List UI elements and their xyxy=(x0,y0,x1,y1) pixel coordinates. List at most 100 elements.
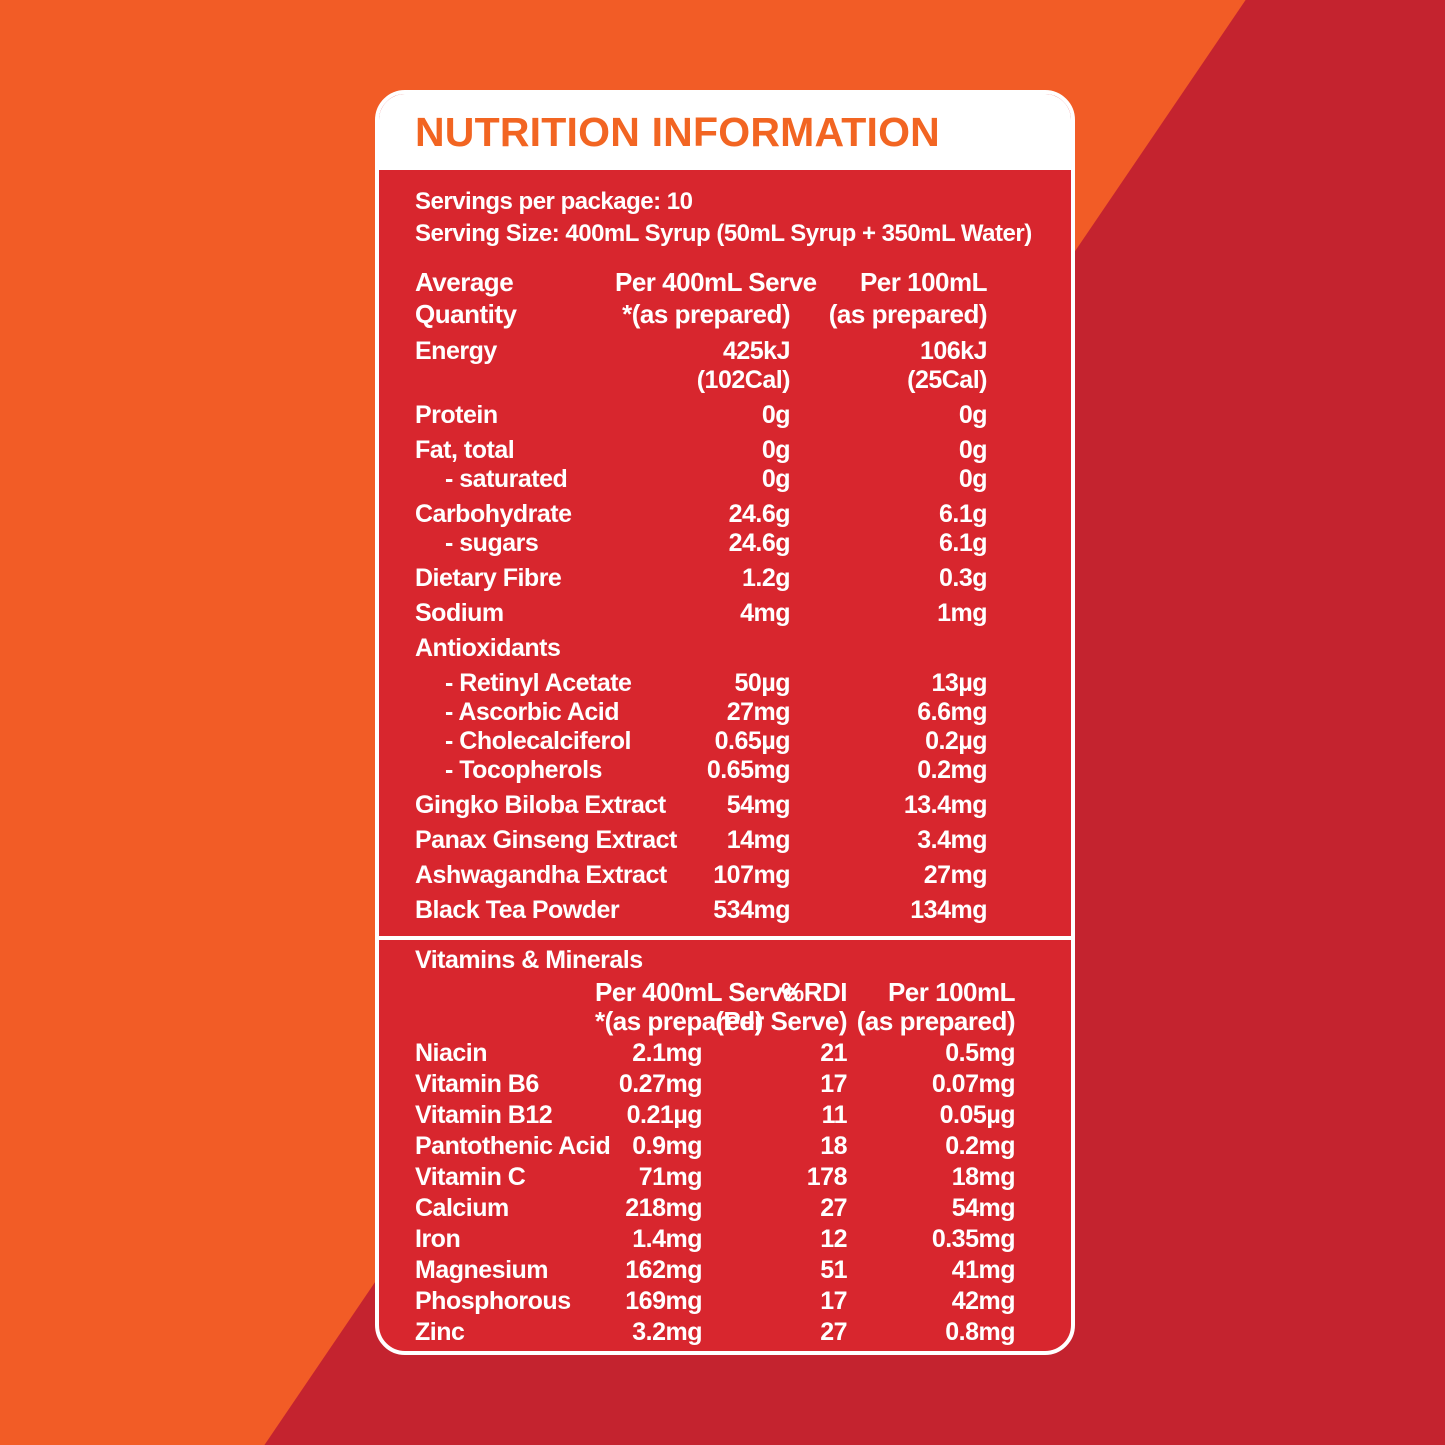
per-100ml-value: 27mg xyxy=(923,861,988,889)
per-serve-value: 2.1mg xyxy=(632,1039,702,1067)
per-100ml-value: 0.5mg xyxy=(945,1039,1015,1067)
per-100ml-value: 13.4mg xyxy=(903,791,988,819)
per-100ml-value: 54mg xyxy=(951,1194,1016,1222)
nutrition-panel: NUTRITION INFORMATION Servings per packa… xyxy=(375,90,1075,1355)
per-serve-value: 3.2mg xyxy=(632,1318,702,1346)
vitamin-label: Iron xyxy=(415,1225,461,1253)
vitamin-label: Pantothenic Acid xyxy=(415,1132,611,1160)
nutrient-label: Black Tea Powder xyxy=(415,896,620,924)
serving-info: Servings per package: 10 Serving Size: 4… xyxy=(379,186,1071,250)
nutrient-label: Energy xyxy=(415,337,497,365)
main-table-header: Average Quantity Per 400mL Serve *(as pr… xyxy=(415,266,1035,330)
vitamin-row: Phosphorous 169mg 17 42mg xyxy=(415,1287,1035,1315)
per-100ml-value: 41mg xyxy=(951,1256,1016,1284)
header-spacer xyxy=(415,978,595,1036)
per-serve-value: 534mg xyxy=(713,896,790,924)
nutrient-row: - Tocopherols 0.65mg 0.2mg xyxy=(415,756,1035,784)
nutrient-label: Sodium xyxy=(415,599,504,627)
nutrient-label: - sugars xyxy=(445,529,539,557)
rdi-value: 27 xyxy=(820,1194,847,1222)
per-100ml-value: 106kJ xyxy=(919,337,988,365)
main-nutrition-table: Average Quantity Per 400mL Serve *(as pr… xyxy=(379,266,1071,924)
nutrient-label: Fat, total xyxy=(415,436,515,464)
header-line: Quantity xyxy=(415,299,517,329)
rdi-value: 17 xyxy=(820,1070,847,1098)
nutrient-label: - Retinyl Acetate xyxy=(445,669,632,697)
per-serve-value: 425kJ xyxy=(722,337,791,365)
main-table-rows: Energy 425kJ 106kJ (102Cal) (25Cal) Protein 0g… xyxy=(415,337,1035,924)
vitamin-row: Pantothenic Acid 0.9mg 18 0.2mg xyxy=(415,1132,1035,1160)
per-serve-value: 0.9mg xyxy=(632,1132,702,1160)
nutrient-row: Panax Ginseng Extract 14mg 3.4mg xyxy=(415,826,1035,854)
vitamin-row: Vitamin C 71mg 178 18mg xyxy=(415,1163,1035,1191)
rdi-value: 11 xyxy=(821,1101,848,1129)
per-100ml-value: 134mg xyxy=(910,896,987,924)
nutrient-label: Carbohydrate xyxy=(415,500,572,528)
header-line: %RDI xyxy=(781,977,847,1007)
per-100ml-value: 0.2mg xyxy=(945,1132,1015,1160)
panel-title: NUTRITION INFORMATION xyxy=(415,108,940,155)
nutrient-label: - saturated xyxy=(445,465,568,493)
per-serve-value: 107mg xyxy=(713,861,790,889)
per-100ml-value: 0.8mg xyxy=(945,1318,1015,1346)
vitamin-row: Zinc 3.2mg 27 0.8mg xyxy=(415,1318,1035,1346)
header-per-400ml-serve: Per 400mL Serve *(as prepared) xyxy=(615,266,817,330)
per-100ml-value: 6.1g xyxy=(938,529,988,557)
per-serve-value: 0.65mg xyxy=(706,756,791,784)
header-line: Per 400mL Serve xyxy=(595,977,797,1007)
nutrient-label: - Cholecalciferol xyxy=(445,727,632,755)
per-serve-value: 24.6g xyxy=(728,500,791,528)
vitamin-label: Magnesium xyxy=(415,1256,549,1284)
per-serve-value: 1.2g xyxy=(741,564,791,592)
rdi-value: 18 xyxy=(820,1132,847,1160)
vitamin-row: Magnesium 162mg 51 41mg xyxy=(415,1256,1035,1284)
nutrient-row: Ashwagandha Extract 107mg 27mg xyxy=(415,861,1035,889)
per-100ml-value: 0.35mg xyxy=(931,1225,1016,1253)
nutrient-label: Gingko Biloba Extract xyxy=(415,791,666,819)
nutrient-row: - Cholecalciferol 0.65µg 0.2µg xyxy=(415,727,1035,755)
vitamin-label: Vitamin B12 xyxy=(415,1101,553,1129)
vitamin-row: Niacin 2.1mg 21 0.5mg xyxy=(415,1039,1035,1067)
per-100ml-value: 3.4mg xyxy=(917,826,987,854)
nutrient-row: Fat, total 0g 0g xyxy=(415,436,1035,464)
per-100ml-value: 0g xyxy=(958,465,988,493)
vitamin-label: Phosphorous xyxy=(415,1287,571,1315)
header-per-100ml: Per 100mL (as prepared) xyxy=(790,266,988,330)
panel-header: NUTRITION INFORMATION xyxy=(379,94,1071,170)
vitamin-label: Calcium xyxy=(415,1194,509,1222)
nutrient-row: Protein 0g 0g xyxy=(415,401,1035,429)
per-serve-value: 0g xyxy=(761,436,791,464)
per-100ml-value xyxy=(790,634,987,662)
per-serve-value: 218mg xyxy=(625,1194,702,1222)
per-100ml-value: 0.07mg xyxy=(931,1070,1016,1098)
nutrient-row: Dietary Fibre 1.2g 0.3g xyxy=(415,564,1035,592)
vitamin-label: Niacin xyxy=(415,1039,488,1067)
per-100ml-value: 0.3g xyxy=(938,564,988,592)
per-serve-value xyxy=(615,634,790,662)
rdi-value: 51 xyxy=(820,1256,847,1284)
per-100ml-value: 6.1g xyxy=(938,500,988,528)
vitamins-minerals-title: Vitamins & Minerals xyxy=(415,946,643,974)
nutrient-label: Ashwagandha Extract xyxy=(415,861,667,889)
header-line: (as prepared) xyxy=(856,1006,1016,1036)
serving-size: Serving Size: 400mL Syrup (50mL Syrup + … xyxy=(415,220,1032,247)
rdi-value: 17 xyxy=(820,1287,847,1315)
servings-per-package: Servings per package: 10 xyxy=(415,188,693,215)
nutrient-label xyxy=(415,366,615,394)
nutrient-row: - Retinyl Acetate 50µg 13µg xyxy=(415,669,1035,697)
per-serve-value: 1.4mg xyxy=(632,1225,702,1253)
nutrient-row: Antioxidants xyxy=(415,634,1035,662)
vitamin-row: Vitamin B6 0.27mg 17 0.07mg xyxy=(415,1070,1035,1098)
header-per-100ml: Per 100mL (as prepared) xyxy=(847,978,1016,1036)
per-100ml-value: 1mg xyxy=(937,599,987,627)
nutrient-row: Carbohydrate 24.6g 6.1g xyxy=(415,500,1035,528)
nutrient-label: Panax Ginseng Extract xyxy=(415,826,677,854)
per-100ml-value: 13µg xyxy=(931,669,988,697)
nutrient-row: Energy 425kJ 106kJ xyxy=(415,337,1035,365)
per-serve-value: (102Cal) xyxy=(696,366,791,394)
per-100ml-value: 0.05µg xyxy=(939,1101,1016,1129)
header-line: Per 100mL xyxy=(859,267,988,297)
per-serve-value: 50µg xyxy=(734,669,791,697)
nutrient-row: - saturated 0g 0g xyxy=(415,465,1035,493)
nutrient-label: - Ascorbic Acid xyxy=(445,698,620,726)
